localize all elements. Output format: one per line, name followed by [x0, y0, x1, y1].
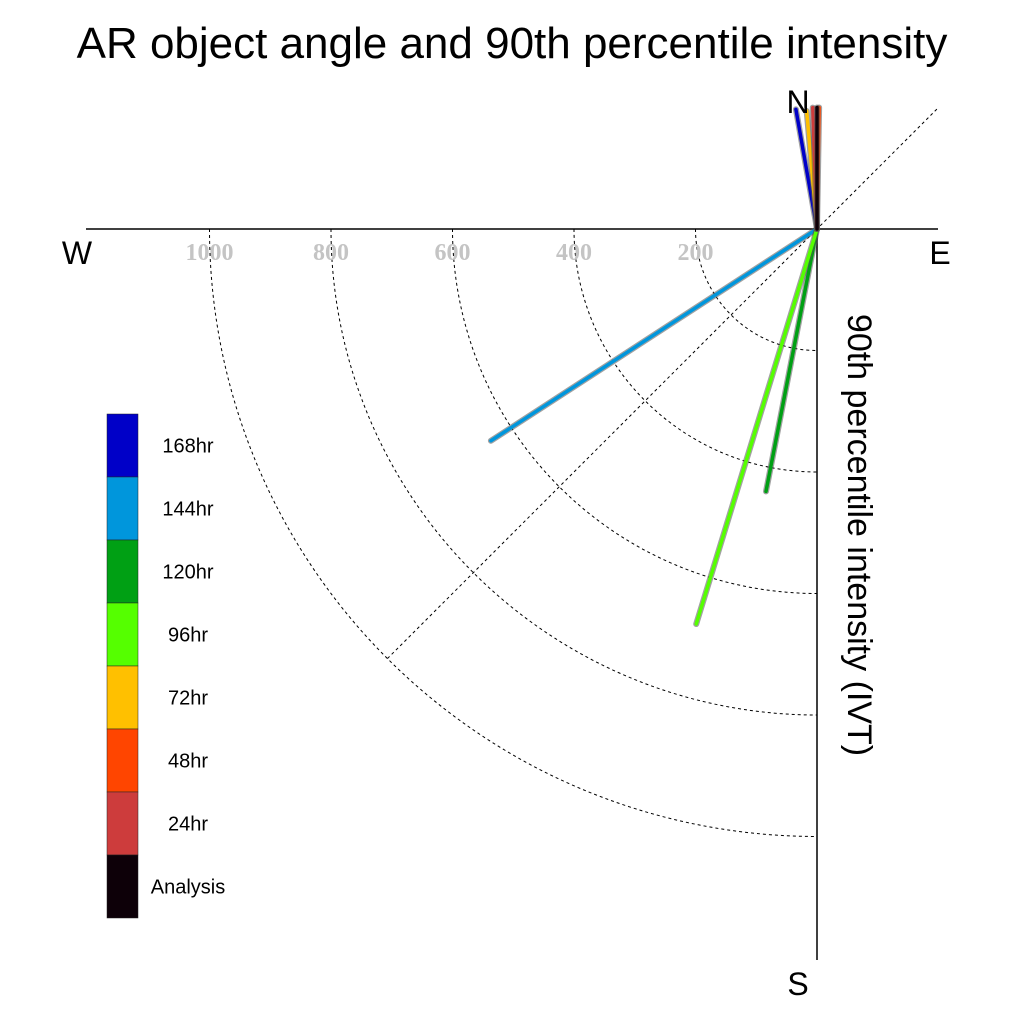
vector-120hr: [764, 227, 819, 494]
y-axis-label: 90th percentile intensity (IVT): [840, 314, 878, 756]
legend-label: 24hr: [168, 814, 208, 836]
radial-tick-label: 1000: [186, 240, 234, 266]
legend-swatch: [106, 413, 139, 478]
grid-arc: [452, 228, 818, 594]
compass-south: S: [787, 966, 808, 1002]
radial-ticks: 200 400 600 800 1000: [186, 240, 714, 266]
legend-label: 96hr: [168, 625, 208, 647]
legend-swatch: [106, 728, 139, 793]
radial-tick-label: 600: [435, 240, 471, 266]
grid-arc: [573, 228, 818, 473]
legend-swatch: [106, 476, 139, 541]
vector-96hr: [694, 227, 819, 626]
vector-144hr: [489, 227, 819, 443]
radial-tick-label: 400: [556, 240, 592, 266]
legend-swatch: [106, 539, 139, 604]
legend-label: Analysis: [151, 877, 225, 899]
legend-swatch: [106, 791, 139, 856]
chart-title: AR object angle and 90th percentile inte…: [77, 19, 948, 68]
grid-arc: [330, 228, 818, 716]
legend-label: 48hr: [168, 751, 208, 773]
legend-label: 168hr: [162, 436, 213, 458]
polar-grid: [209, 108, 938, 837]
compass-east: E: [929, 235, 950, 271]
compass-west: W: [62, 235, 93, 271]
legend-label: 72hr: [168, 688, 208, 710]
compass-north: N: [786, 84, 809, 120]
radial-tick-label: 200: [678, 240, 714, 266]
legend-label: 144hr: [162, 499, 213, 521]
legend-swatch: [106, 854, 139, 919]
radial-tick-label: 800: [313, 240, 349, 266]
legend-swatch: [106, 602, 139, 667]
vectors: [487, 104, 823, 628]
legend: 168hr 144hr 120hr 96hr 72hr 48hr 24hr Analysis: [106, 413, 225, 919]
legend-swatch: [106, 665, 139, 730]
grid-arc: [209, 228, 818, 837]
legend-label: 120hr: [162, 562, 213, 584]
